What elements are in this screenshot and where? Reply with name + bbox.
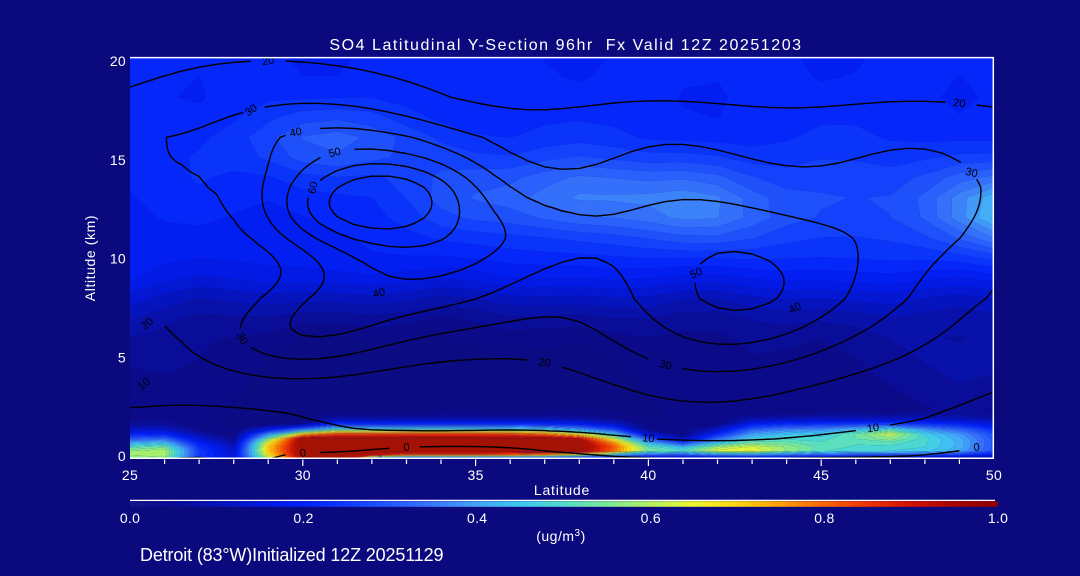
svg-text:50: 50	[327, 146, 342, 161]
svg-text:25: 25	[122, 467, 138, 483]
svg-text:20: 20	[261, 55, 275, 69]
svg-text:40: 40	[640, 467, 656, 483]
svg-text:0: 0	[299, 447, 306, 459]
svg-text:30: 30	[233, 330, 249, 347]
svg-text:SO4 Latitudinal Y-Section 96hr: SO4 Latitudinal Y-Section 96hr Fx Valid …	[329, 37, 802, 54]
svg-text:0: 0	[403, 442, 410, 454]
svg-text:Latitude: Latitude	[534, 482, 590, 498]
svg-text:10: 10	[866, 422, 880, 436]
svg-text:50: 50	[986, 467, 1002, 483]
svg-text:60: 60	[307, 181, 321, 195]
svg-text:Detroit (83°W)Initialized 12Z: Detroit (83°W)Initialized 12Z 20251129	[140, 545, 443, 565]
svg-text:20: 20	[538, 356, 552, 370]
svg-text:30: 30	[658, 358, 673, 373]
svg-text:Altitude (km): Altitude (km)	[82, 215, 98, 301]
svg-text:0.8: 0.8	[814, 510, 834, 526]
svg-text:30: 30	[243, 102, 260, 119]
svg-text:0.2: 0.2	[293, 510, 313, 526]
svg-text:30: 30	[964, 166, 979, 181]
svg-text:35: 35	[468, 467, 484, 483]
svg-text:20: 20	[110, 53, 126, 69]
svg-text:0.6: 0.6	[641, 510, 661, 526]
svg-text:1.0: 1.0	[988, 510, 1008, 526]
svg-text:0: 0	[973, 442, 981, 455]
svg-text:15: 15	[110, 152, 126, 168]
svg-text:40: 40	[289, 126, 304, 140]
svg-text:10: 10	[642, 432, 655, 445]
svg-text:0: 0	[118, 448, 126, 464]
svg-text:5: 5	[118, 349, 126, 365]
svg-text:40: 40	[787, 300, 803, 316]
svg-text:10: 10	[110, 251, 126, 267]
svg-text:45: 45	[813, 467, 829, 483]
svg-text:30: 30	[295, 467, 311, 483]
svg-text:40: 40	[372, 286, 387, 301]
svg-text:20: 20	[952, 97, 966, 111]
svg-text:(ug/m3): (ug/m3)	[536, 528, 586, 544]
svg-text:50: 50	[688, 266, 704, 282]
svg-text:0.0: 0.0	[120, 510, 140, 526]
svg-text:0.4: 0.4	[467, 510, 487, 526]
